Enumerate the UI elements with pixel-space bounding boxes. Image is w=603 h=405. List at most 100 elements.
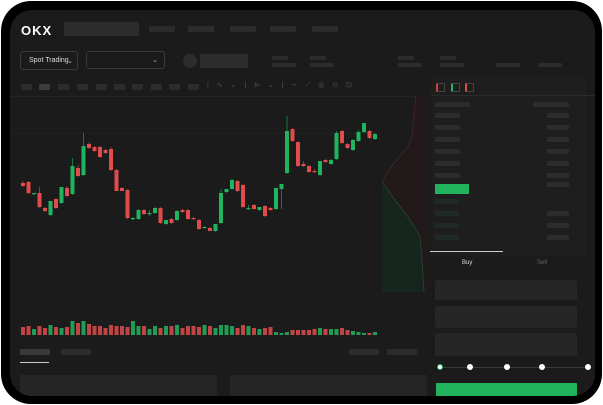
bid-amount [547, 235, 569, 240]
tab-open-orders[interactable] [20, 349, 50, 355]
candle-body [76, 168, 80, 176]
volume-bar [92, 326, 97, 335]
depth-chart [382, 96, 428, 292]
tab-buy[interactable]: Buy [462, 260, 473, 266]
volume-bar [241, 325, 245, 335]
candle-body [246, 208, 251, 210]
candle-body [186, 210, 190, 219]
timeframe-button[interactable] [58, 84, 69, 90]
timeframe-button[interactable] [188, 84, 199, 90]
candle-body [21, 183, 25, 186]
nav-item[interactable] [188, 26, 214, 32]
volume-bar [180, 328, 185, 335]
volume-bar [351, 331, 355, 335]
stat-value [496, 63, 520, 67]
chevron-down-icon: ⌄ [67, 58, 73, 65]
candle-body [169, 219, 174, 223]
order-book-divider [431, 95, 595, 96]
volume-bar [48, 325, 53, 335]
candle-body [136, 210, 141, 219]
slider-handle[interactable] [437, 364, 443, 370]
volume-bar [109, 325, 113, 335]
slider-stop-25[interactable] [467, 364, 473, 370]
buy-button[interactable] [436, 383, 577, 396]
candlestick-chart[interactable] [10, 96, 430, 336]
pair-dropdown[interactable]: ⌄ [86, 51, 165, 69]
amount-input[interactable] [435, 306, 577, 328]
order-book-header [435, 102, 470, 107]
order-book-asks-icon[interactable] [465, 83, 474, 92]
chevron-down-icon: ⌄ [152, 57, 158, 64]
ask-price [435, 125, 460, 130]
candle-body [263, 206, 267, 216]
nav-item[interactable] [149, 26, 175, 32]
candle-body [296, 142, 300, 166]
timeframe-button[interactable] [114, 84, 125, 90]
ask-amount [547, 161, 569, 166]
volume-bar [296, 330, 300, 335]
nav-item[interactable] [270, 26, 296, 32]
volume-bar [54, 327, 58, 335]
chart-tools[interactable]: | ∿ ⌄ | ⊳ ⌄ | ∼ ⟋ ◎ ⊙ ⊡ [207, 82, 355, 89]
total-input[interactable] [435, 333, 577, 356]
app-screen: OKX Spot Trading ⌄ ⌄ | ∿ ⌄ | ⊳ ⌄ | ∼ ⟋ ◎ … [10, 10, 595, 396]
volume-bar [98, 326, 102, 335]
volume-bar [26, 326, 31, 335]
filter-button[interactable] [349, 349, 379, 355]
timeframe-button[interactable] [132, 84, 143, 90]
timeframe-button[interactable] [96, 84, 107, 90]
candle-body [158, 208, 163, 223]
slider-stop-50[interactable] [504, 364, 510, 370]
candle-body [70, 166, 75, 194]
stat-value [398, 63, 422, 67]
ask-depth-line [382, 96, 417, 183]
timeframe-button[interactable] [21, 84, 32, 90]
filter-button[interactable] [387, 349, 417, 355]
candle-body [164, 220, 168, 224]
nav-item[interactable] [230, 26, 256, 32]
candle-body [32, 193, 36, 195]
bid-depth-area [382, 182, 424, 292]
market-dropdown[interactable]: Spot Trading ⌄ [20, 51, 78, 70]
volume-bar [87, 324, 91, 335]
candle-body [312, 171, 317, 173]
timeframe-button[interactable] [77, 84, 88, 90]
candle-body [340, 131, 344, 143]
ask-amount [547, 137, 569, 142]
candle-body [208, 228, 212, 231]
okx-logo[interactable]: OKX [21, 23, 53, 38]
tab-sell[interactable]: Sell [537, 260, 548, 266]
buy-tab-underline [430, 251, 503, 252]
volume-bar [136, 326, 141, 335]
order-book-both-icon[interactable] [436, 83, 445, 92]
order-book-bids-icon[interactable] [451, 83, 460, 92]
timeframe-button[interactable] [169, 84, 180, 90]
candle-body [373, 134, 377, 139]
stat-value [440, 63, 464, 67]
volume-bar [65, 327, 69, 335]
timeframe-button[interactable] [39, 84, 50, 90]
tab-order-history[interactable] [61, 349, 91, 355]
volume-bar [21, 327, 25, 335]
mid-price-highlight [435, 184, 469, 194]
volume-bar [197, 327, 201, 335]
nav-item[interactable] [312, 26, 338, 32]
candle-body [103, 150, 108, 153]
candle-body [356, 132, 361, 141]
volume-bar [263, 328, 267, 335]
volume-bar [125, 327, 130, 335]
volume-bar [318, 328, 322, 335]
candle-body [87, 144, 91, 148]
slider-track[interactable] [440, 367, 588, 368]
price-input[interactable] [435, 280, 577, 300]
slider-stop-75[interactable] [539, 364, 545, 370]
timeframe-button[interactable] [151, 84, 162, 90]
stat-value [272, 63, 296, 67]
search-bar[interactable] [64, 22, 139, 36]
stat-label [310, 56, 326, 60]
volume-bar [307, 330, 311, 335]
candle-body [191, 218, 196, 220]
candle-body [323, 160, 328, 162]
slider-stop-100[interactable] [585, 364, 591, 370]
